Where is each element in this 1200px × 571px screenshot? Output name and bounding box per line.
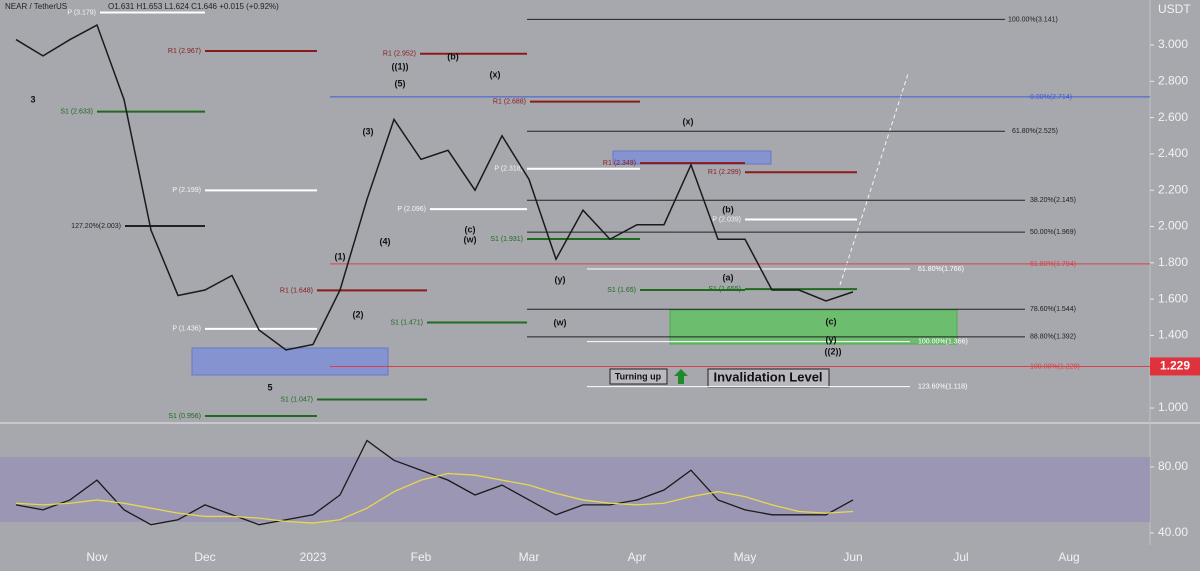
pivot-label: P (2.318) xyxy=(494,166,523,173)
y-tick-label: 2.800 xyxy=(1158,73,1188,87)
y-tick-label: 1.000 xyxy=(1158,400,1188,414)
pivot-label: P (1.436) xyxy=(172,326,201,333)
wave-label: (2) xyxy=(353,309,364,319)
x-tick-label: Nov xyxy=(86,550,107,564)
wave-label: (b) xyxy=(447,51,459,61)
level-label: 78.60%(1.544) xyxy=(1030,306,1076,313)
pivot-label: S1 (1.655) xyxy=(708,286,741,293)
price-tag-label: 1.229 xyxy=(1160,359,1190,373)
wave-label: (3) xyxy=(363,126,374,136)
up-arrow xyxy=(674,369,688,384)
note-box xyxy=(609,368,668,385)
ohlc: O1.631 H1.653 L1.624 C1.646 +0.015 (+0.9… xyxy=(108,2,279,11)
x-tick-label: Dec xyxy=(194,550,215,564)
note: Turning up xyxy=(615,371,662,381)
pivot-label: S1 (1.931) xyxy=(490,236,523,243)
level-label: 50.00%(1.969) xyxy=(1030,229,1076,236)
pivot-label: 127.20%(2.003) xyxy=(71,223,121,230)
wave-label: (c) xyxy=(826,316,837,326)
wave-label: (y) xyxy=(826,334,837,344)
y-tick-label: 1.800 xyxy=(1158,255,1188,269)
level-label: 61.80%(1.766) xyxy=(918,266,964,273)
rsi-line xyxy=(15,439,854,526)
y-tick-label: 2.200 xyxy=(1158,182,1188,196)
y-tick-label: 1.600 xyxy=(1158,291,1188,305)
wave-label: (y) xyxy=(555,274,566,284)
currency: USDT xyxy=(1158,2,1191,16)
pivot-label: R1 (2.967) xyxy=(168,48,201,55)
level-label: 61.80%(2.525) xyxy=(1012,128,1058,135)
pivot-label: R1 (2.299) xyxy=(708,169,741,176)
y-tick-label: 2.400 xyxy=(1158,146,1188,160)
pivot-label: P (2.096) xyxy=(397,206,426,213)
price-tag xyxy=(1150,357,1200,376)
pivot-label: R1 (2.952) xyxy=(383,51,416,58)
pivot-label: S1 (1.471) xyxy=(390,319,423,326)
x-tick-label: Apr xyxy=(628,550,647,564)
wave-label: (5) xyxy=(395,78,406,88)
level-label: 100.00%(1.366) xyxy=(918,338,968,345)
pivot-label: S1 (2.633) xyxy=(60,108,93,115)
rsi-band xyxy=(0,457,1150,522)
note: Invalidation Level xyxy=(713,369,822,384)
pivot-label: R1 (2.688) xyxy=(493,98,526,105)
pivot-label: S1 (0.956) xyxy=(168,413,201,420)
y-tick-label: 40.00 xyxy=(1158,525,1188,539)
wave-label: (x) xyxy=(490,69,501,79)
y-tick-label: 2.600 xyxy=(1158,110,1188,124)
rsi-line xyxy=(15,472,854,524)
x-tick-label: May xyxy=(734,550,757,564)
level-label: 100.00%(1.229) xyxy=(1030,363,1080,370)
wave-label: (1) xyxy=(335,251,346,261)
wave-label: ((1)) xyxy=(392,61,409,71)
level-label: 0.00%(2.714) xyxy=(1030,94,1072,101)
wave-label: (4) xyxy=(380,236,391,246)
target-box xyxy=(669,309,958,345)
level-label: 61.80%(1.794) xyxy=(1030,261,1076,268)
wave-label: (b) xyxy=(722,204,734,214)
y-tick-label: 2.000 xyxy=(1158,219,1188,233)
symbol: NEAR / TetherUS xyxy=(5,2,67,11)
level-label: 123.60%(1.118) xyxy=(918,383,967,390)
wave-label: ((2)) xyxy=(825,346,842,356)
x-tick-label: Mar xyxy=(519,550,540,564)
wave-label: (a) xyxy=(723,272,734,282)
projection-line xyxy=(839,73,909,286)
x-tick-label: Jun xyxy=(843,550,862,564)
y-tick-label: 1.400 xyxy=(1158,328,1188,342)
wave-label: (w) xyxy=(464,234,477,244)
wave-label: (w) xyxy=(554,317,567,327)
pivot-label: S1 (1.65) xyxy=(607,287,636,294)
pivot-label: R1 (1.648) xyxy=(280,287,313,294)
x-tick-label: Feb xyxy=(411,550,432,564)
level-label: 38.20%(2.145) xyxy=(1030,197,1076,204)
pivot-label: P (2.039) xyxy=(712,216,741,223)
wave-label: 3 xyxy=(30,94,35,104)
level-label: 100.00%(3.141) xyxy=(1008,16,1058,23)
pivot-label: P (3.179) xyxy=(67,9,96,16)
pivot-label: R1 (2.349) xyxy=(603,160,636,167)
x-tick-label: Aug xyxy=(1058,550,1079,564)
x-tick-label: Jul xyxy=(953,550,968,564)
x-tick-label: 2023 xyxy=(300,550,327,564)
zone-box xyxy=(612,150,772,165)
y-tick-label: 80.00 xyxy=(1158,459,1188,473)
pivot-label: P (2.199) xyxy=(172,187,201,194)
y-tick-label: 3.000 xyxy=(1158,37,1188,51)
pivot-label: S1 (1.047) xyxy=(280,396,313,403)
level-label: 88.80%(1.392) xyxy=(1030,334,1076,341)
wave-label: (x) xyxy=(683,116,694,126)
wave-label: (c) xyxy=(465,224,476,234)
zone-box xyxy=(191,347,389,376)
wave-label: 5 xyxy=(267,382,272,392)
price-line xyxy=(15,23,854,351)
